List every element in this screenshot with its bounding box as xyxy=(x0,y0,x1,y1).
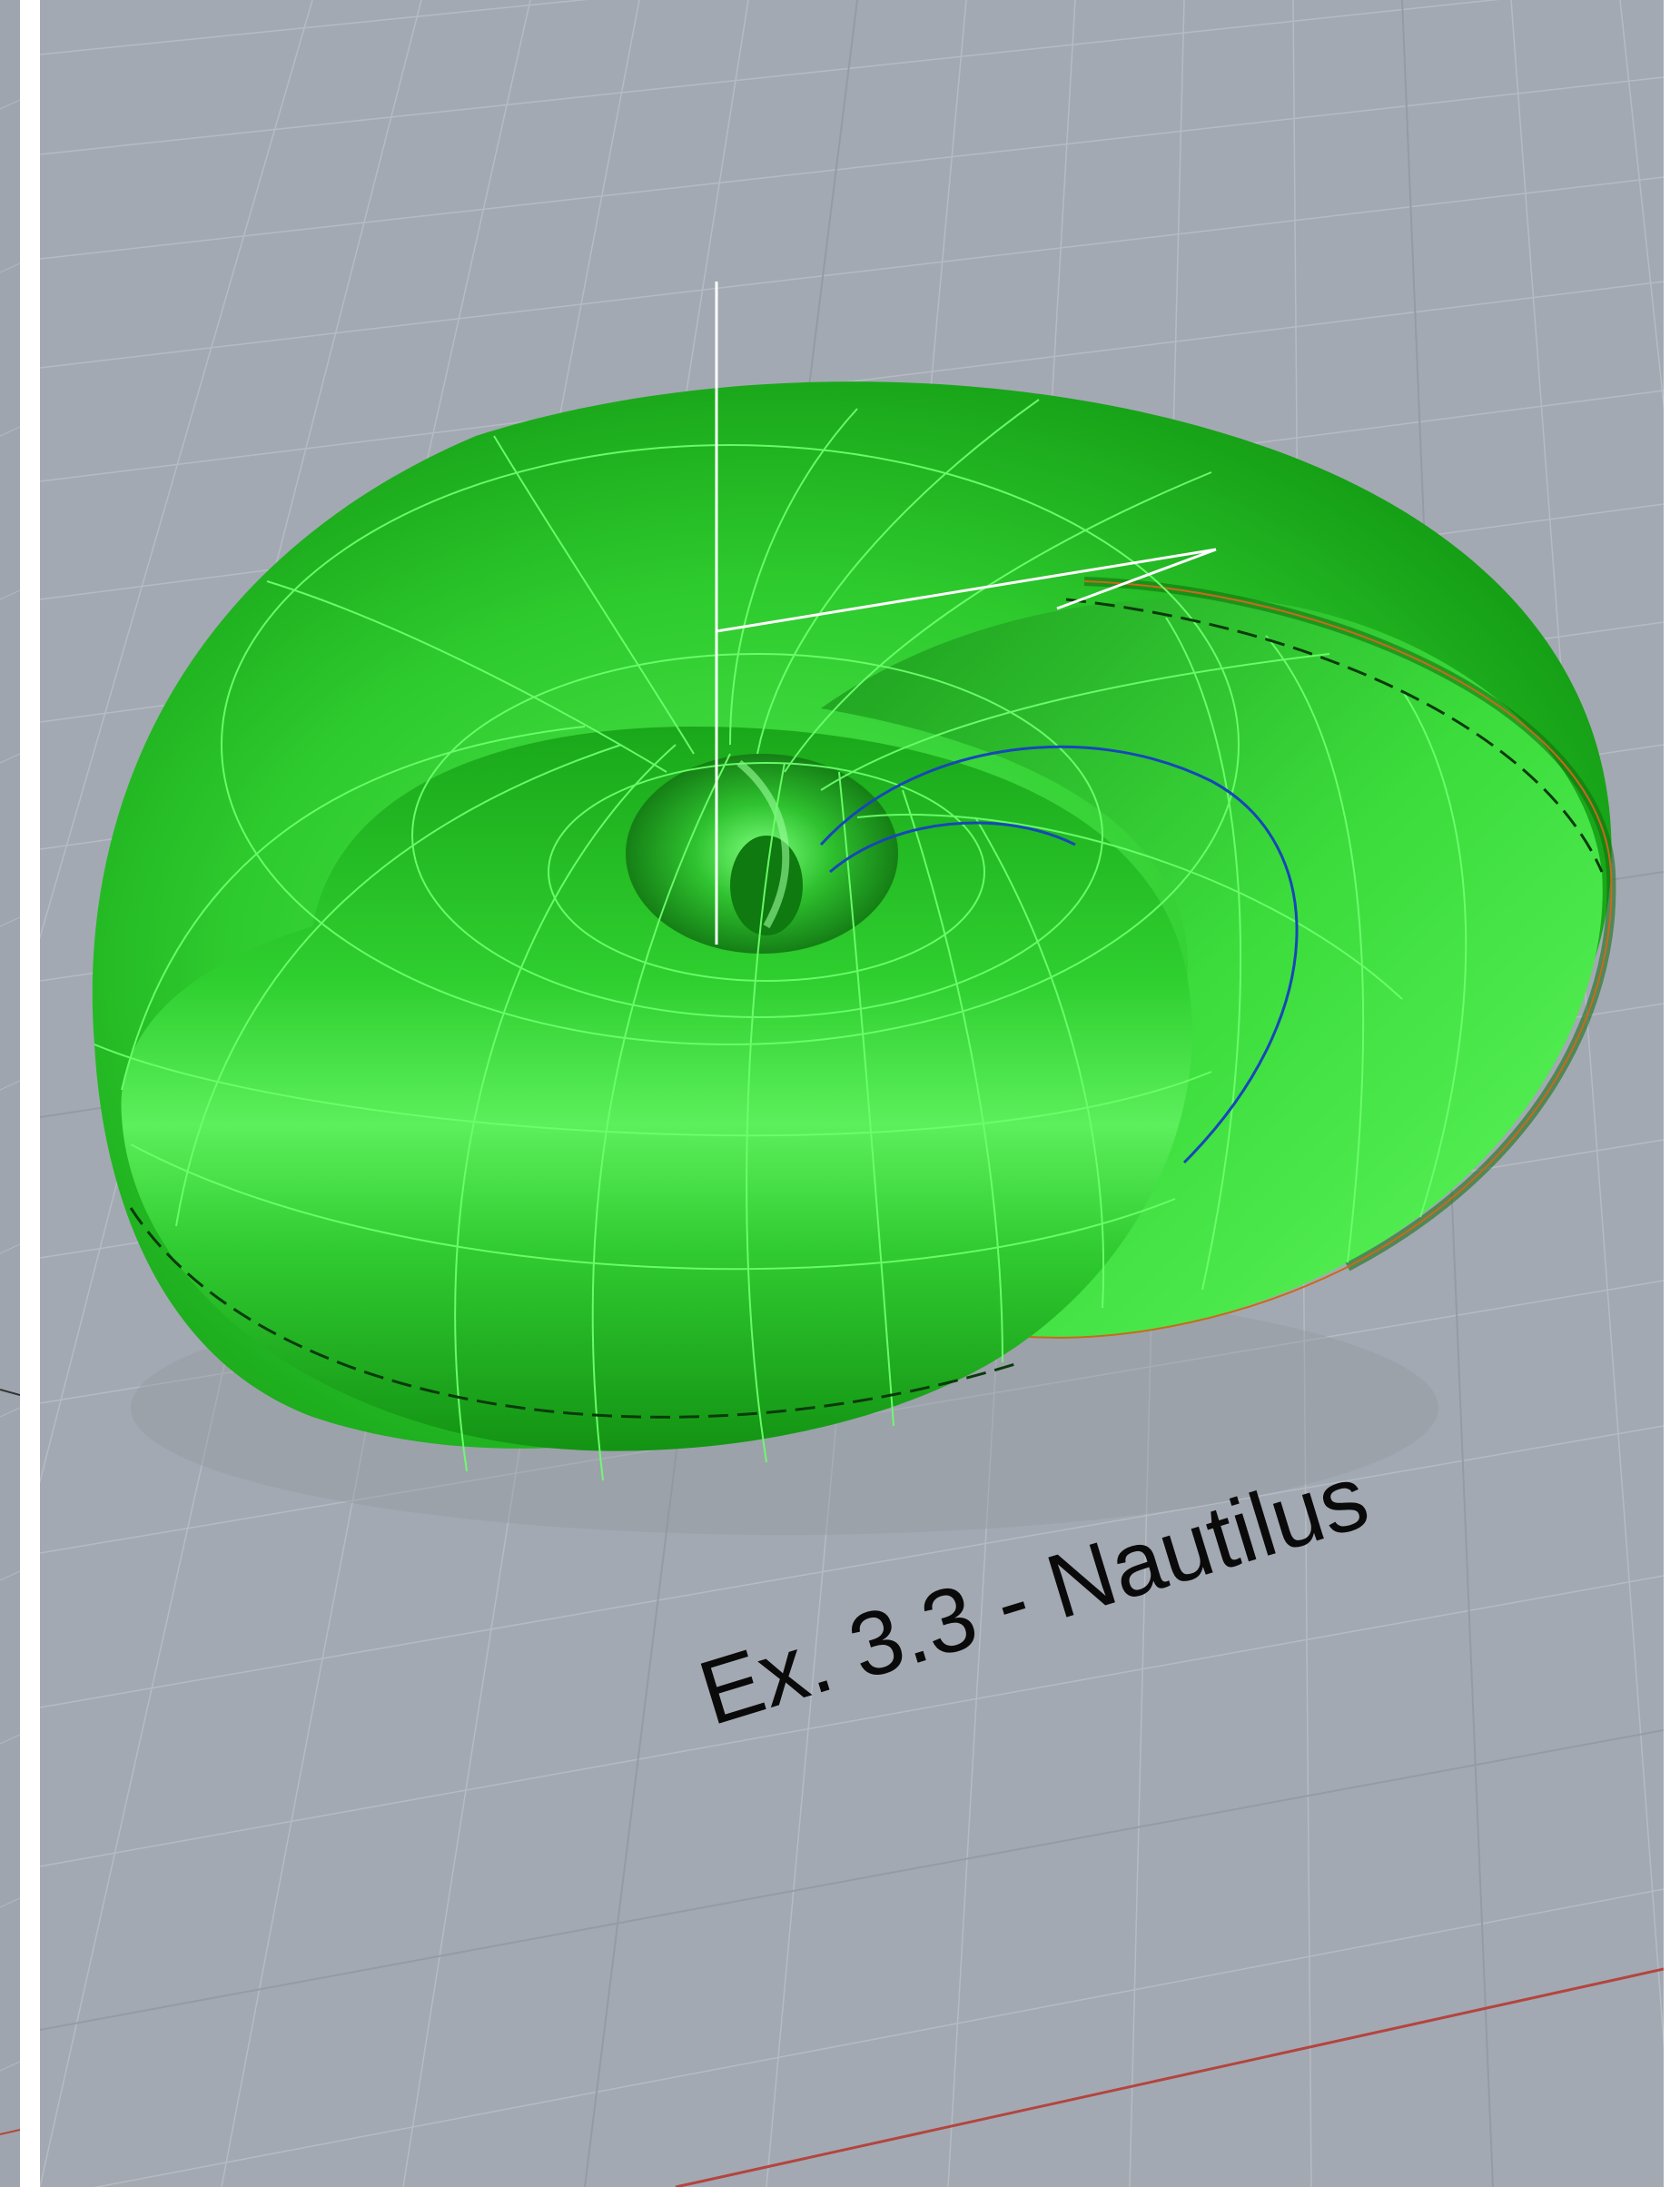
nautilus-shell[interactable] xyxy=(92,381,1616,1481)
perspective-viewport[interactable]: Ex. 3.3 - Nautilus xyxy=(40,0,1664,2187)
shell-aperture-inner xyxy=(821,598,1603,1338)
cplane-y-axis xyxy=(716,548,1217,633)
right-margin xyxy=(1664,0,1680,2187)
cplane-axes-widget xyxy=(715,282,1217,945)
shell-isocurves xyxy=(94,399,1468,1481)
section-curve-inner xyxy=(829,821,1076,874)
left-viewport-grid xyxy=(0,0,20,2187)
shell-front-lobe xyxy=(121,727,1192,1451)
cplane-x-axis xyxy=(1056,548,1217,610)
left-viewport-strip[interactable] xyxy=(0,0,20,2187)
front-seam-dashed xyxy=(129,1207,1022,1419)
umbilicus-highlight xyxy=(736,759,790,928)
viewport-canvas: Ex. 3.3 - Nautilus xyxy=(40,0,1664,2187)
aperture-edge-curve xyxy=(1029,580,1613,1339)
section-curve xyxy=(819,745,1299,1164)
shell-seam-dashed xyxy=(1065,598,1604,873)
world-x-axis xyxy=(675,1967,1664,2187)
